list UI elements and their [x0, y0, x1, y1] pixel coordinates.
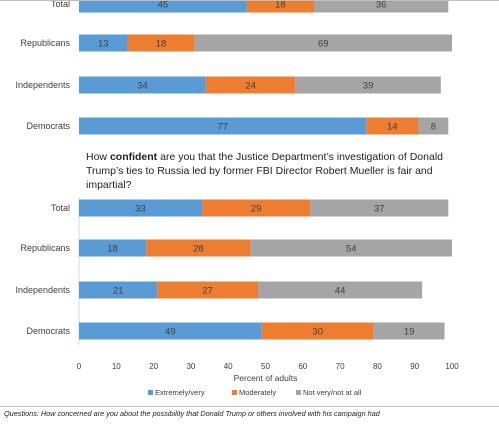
data-label: 30: [312, 327, 323, 338]
x-axis-title: Percent of adults: [234, 373, 298, 383]
category-label: Independents: [15, 80, 70, 90]
bar-segment: [261, 322, 374, 340]
bar-segment: [310, 199, 449, 217]
legend-swatch: [296, 390, 301, 395]
bar-segment: [418, 117, 449, 135]
bar-segment: [373, 322, 445, 340]
bar-segment: [194, 34, 452, 52]
data-label: 69: [318, 39, 329, 50]
category-label: Independents: [15, 285, 70, 295]
category-label: Republicans: [20, 38, 70, 48]
footer-divider: [0, 406, 499, 407]
data-label: 29: [251, 204, 262, 215]
legend-label: Extremely/very: [155, 388, 205, 397]
question-2-heading: How confident are you that the Justice D…: [86, 151, 443, 191]
x-tick-label: 50: [261, 362, 270, 371]
bar-segment: [295, 76, 441, 94]
data-label: 13: [98, 39, 109, 50]
data-label: 49: [165, 327, 176, 338]
bar-segment: [205, 76, 296, 94]
data-label: 44: [335, 286, 346, 297]
data-label: 36: [376, 0, 387, 11]
bar-segment: [313, 0, 449, 13]
top-border: [0, 0, 499, 1]
bar-segment: [79, 117, 367, 135]
data-label: 14: [387, 122, 398, 133]
category-label: Republicans: [20, 243, 70, 253]
x-tick-label: 10: [112, 362, 121, 371]
legend-label: Moderately: [239, 388, 276, 397]
bar-segment: [127, 34, 195, 52]
data-label: 24: [245, 81, 256, 92]
category-label: Democrats: [26, 326, 70, 336]
bar-segment: [79, 76, 206, 94]
x-tick-label: 90: [410, 362, 419, 371]
data-label: 18: [275, 0, 286, 11]
legend-label: Not very/not at all: [303, 388, 362, 397]
bar-segment: [258, 281, 423, 299]
data-label: 18: [107, 244, 118, 255]
bar-segment: [250, 239, 452, 257]
x-tick-label: 60: [298, 362, 307, 371]
data-label: 45: [158, 0, 169, 11]
bar-segment: [79, 0, 247, 13]
data-label: 8: [431, 122, 436, 133]
data-label: 54: [346, 244, 357, 255]
x-tick-label: 70: [336, 362, 345, 371]
data-label: 27: [202, 286, 213, 297]
category-label: Total: [51, 0, 70, 9]
bar-segment: [202, 199, 311, 217]
data-label: 19: [404, 327, 415, 338]
legend-swatch: [148, 390, 153, 395]
x-tick-label: 80: [373, 362, 382, 371]
bar-segment: [79, 281, 158, 299]
data-label: 21: [113, 286, 124, 297]
data-label: 28: [193, 244, 204, 255]
x-tick-label: 40: [224, 362, 233, 371]
x-tick-label: 20: [149, 362, 158, 371]
category-label: Democrats: [26, 121, 70, 131]
bar-segment: [366, 117, 419, 135]
footer-questions-note: Questions: How concerned are you about t…: [4, 409, 380, 418]
bar-segment: [79, 34, 128, 52]
data-label: 33: [135, 204, 146, 215]
bar-segment: [157, 281, 259, 299]
bar-segment: [79, 199, 203, 217]
bar-segment: [79, 322, 262, 340]
data-label: 37: [374, 204, 385, 215]
data-label: 34: [137, 81, 148, 92]
data-label: 39: [363, 81, 374, 92]
x-tick-label: 0: [77, 362, 82, 371]
data-label: 77: [217, 122, 228, 133]
data-label: 18: [156, 39, 167, 50]
bar-segment: [79, 239, 147, 257]
x-tick-label: 100: [445, 362, 459, 371]
category-label: Total: [51, 203, 70, 213]
legend-swatch: [232, 390, 237, 395]
bar-segment: [146, 239, 251, 257]
x-tick-label: 30: [186, 362, 195, 371]
bar-segment: [246, 0, 314, 13]
